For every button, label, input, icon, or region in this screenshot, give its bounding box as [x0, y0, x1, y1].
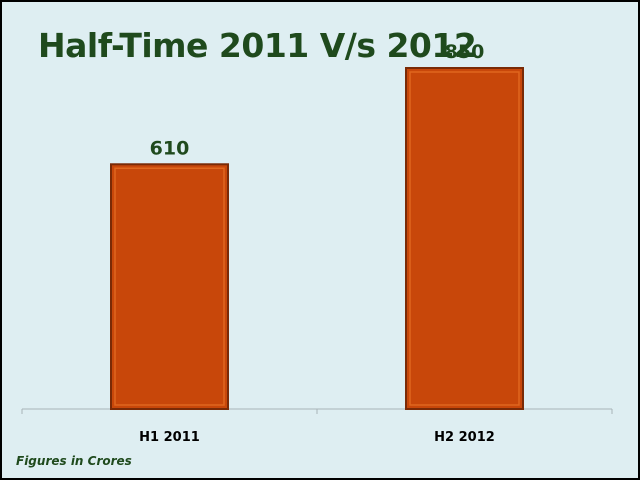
bar-h1-2011	[110, 163, 229, 410]
x-tick-label: H2 2012	[434, 430, 495, 445]
bar	[110, 163, 229, 410]
bar-inner-border	[114, 167, 225, 406]
chart-title: Half-Time 2011 V/s 2012	[38, 26, 477, 65]
data-label: 610	[150, 137, 190, 159]
x-axis-ticks	[21, 409, 613, 414]
bars-group	[110, 67, 524, 410]
labels-group: 610 H1 2011 850 H2 2012	[139, 41, 495, 445]
bar-inner-border	[409, 71, 520, 406]
bar-h2-2012	[405, 67, 524, 410]
footnote: Figures in Crores	[16, 454, 132, 468]
data-label: 850	[445, 41, 485, 63]
bar	[405, 67, 524, 410]
x-tick-label: H1 2011	[139, 430, 200, 445]
